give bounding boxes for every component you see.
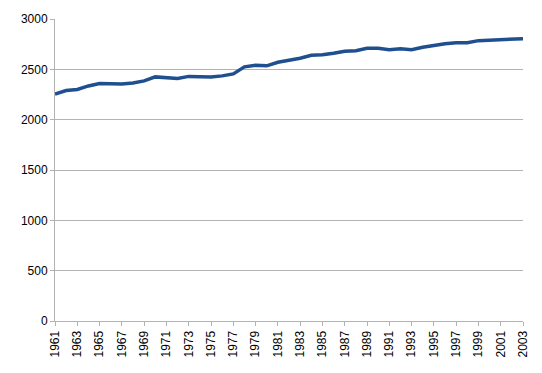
svg-text:0: 0 [41,314,48,328]
svg-text:1000: 1000 [21,214,48,228]
svg-text:1975: 1975 [204,330,218,357]
svg-text:1991: 1991 [382,330,396,357]
svg-text:1963: 1963 [70,330,84,357]
svg-text:1979: 1979 [248,330,262,357]
svg-text:1999: 1999 [471,330,485,357]
svg-text:1997: 1997 [449,330,463,357]
svg-text:1989: 1989 [360,330,374,357]
svg-text:1987: 1987 [338,330,352,357]
svg-text:500: 500 [28,264,48,278]
svg-text:1961: 1961 [48,330,62,357]
svg-text:2500: 2500 [21,63,48,77]
svg-text:1971: 1971 [159,330,173,357]
svg-text:1993: 1993 [404,330,418,357]
svg-text:2000: 2000 [21,113,48,127]
svg-text:1995: 1995 [427,330,441,357]
svg-text:2003: 2003 [516,330,530,357]
svg-text:1983: 1983 [293,330,307,357]
svg-text:1969: 1969 [137,330,151,357]
svg-text:1973: 1973 [182,330,196,357]
svg-text:1977: 1977 [226,330,240,357]
svg-text:1965: 1965 [92,330,106,357]
svg-text:1967: 1967 [115,330,129,357]
svg-text:1985: 1985 [315,330,329,357]
svg-text:1500: 1500 [21,163,48,177]
svg-text:1981: 1981 [271,330,285,357]
svg-text:3000: 3000 [21,12,48,26]
svg-text:2001: 2001 [494,330,508,357]
